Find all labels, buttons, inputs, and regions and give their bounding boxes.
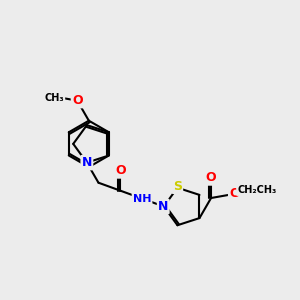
Text: S: S xyxy=(173,180,182,193)
Text: O: O xyxy=(206,172,216,184)
Text: N: N xyxy=(82,156,92,169)
Text: O: O xyxy=(72,94,83,107)
Text: O: O xyxy=(115,164,126,177)
Text: NH: NH xyxy=(133,194,151,204)
Text: N: N xyxy=(158,200,168,213)
Text: CH₂CH₃: CH₂CH₃ xyxy=(237,185,276,195)
Text: O: O xyxy=(229,188,240,200)
Text: CH₃: CH₃ xyxy=(45,93,64,103)
